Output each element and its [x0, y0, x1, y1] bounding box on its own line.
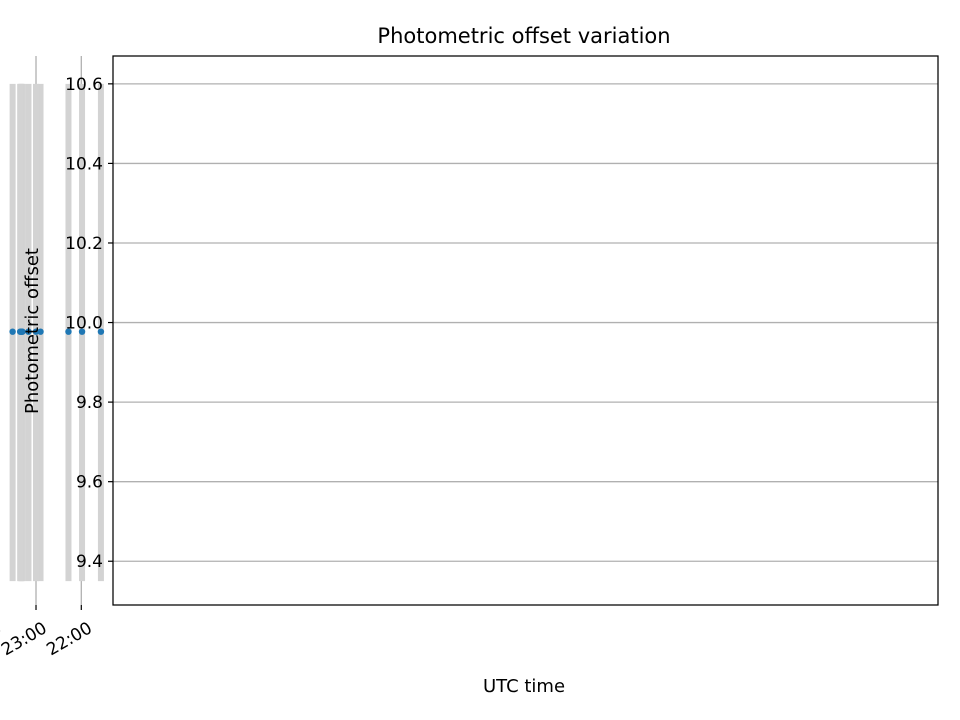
data-point	[97, 328, 105, 335]
plot-frame	[112, 55, 939, 606]
data-point	[78, 328, 86, 335]
data-point	[16, 328, 24, 335]
point-layer	[9, 328, 105, 335]
y-tick-label: 9.8	[76, 393, 103, 413]
data-point	[9, 328, 16, 335]
data-point	[25, 328, 32, 335]
y-tick-label: 9.6	[76, 473, 103, 493]
data-point	[65, 328, 72, 335]
chart-title: Photometric offset variation	[377, 24, 670, 48]
y-tick-label: 10.0	[65, 314, 103, 334]
y-tick-label: 10.6	[65, 75, 103, 95]
y-tick-label: 9.4	[76, 552, 103, 572]
y-tick-label: 10.2	[65, 234, 103, 254]
x-axis-title: UTC time	[483, 676, 565, 697]
y-tick-label: 10.4	[65, 154, 103, 174]
y-axis-title: Photometric offset	[22, 248, 43, 414]
data-point	[37, 328, 44, 335]
data-point	[32, 328, 40, 335]
